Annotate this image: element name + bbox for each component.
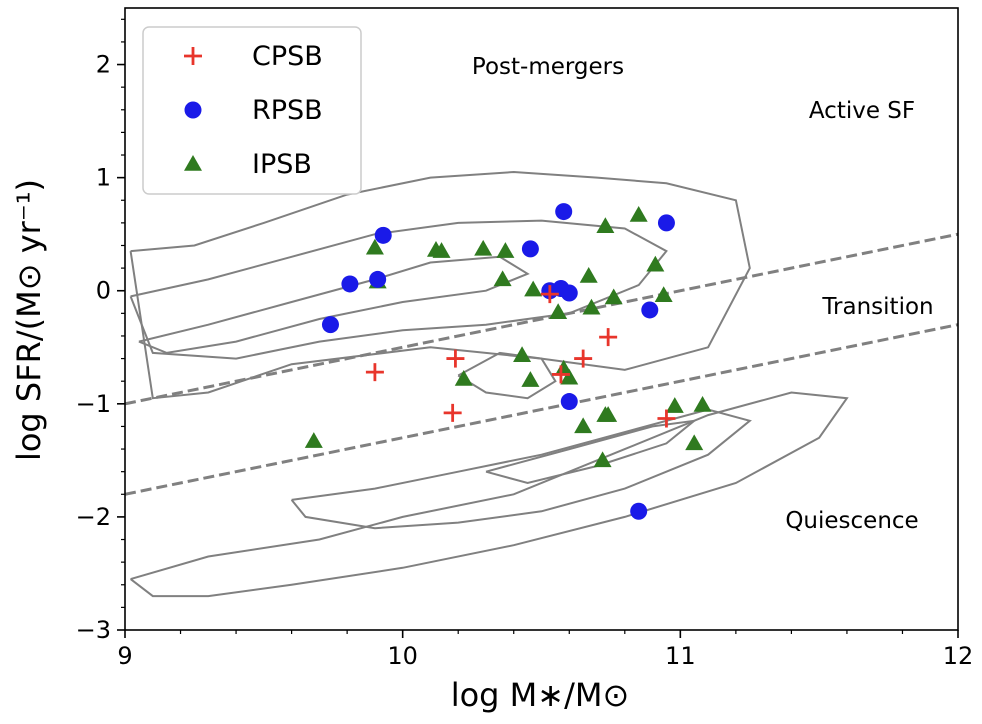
rpsb-point-11 bbox=[630, 502, 648, 520]
cpsb-point-6 bbox=[574, 349, 593, 368]
annotation-quiescence: Quiescence bbox=[785, 508, 918, 534]
ipsb-point-21 bbox=[596, 217, 615, 234]
ipsb-point-25 bbox=[646, 255, 665, 272]
ipsb-point-18 bbox=[582, 298, 601, 315]
ipsb-point-17 bbox=[579, 267, 598, 283]
cpsb-point-8 bbox=[657, 409, 676, 428]
contour-layer bbox=[129, 170, 849, 598]
ipsb-point-10 bbox=[513, 346, 532, 362]
ipsb-point-26 bbox=[654, 286, 673, 303]
ipsb-point-15 bbox=[560, 368, 579, 385]
rpsb-point-8 bbox=[555, 203, 573, 221]
contour-line-2 bbox=[129, 219, 668, 360]
ipsb-point-11 bbox=[521, 371, 540, 387]
cpsb-point-7 bbox=[599, 328, 618, 347]
cpsb-point-1 bbox=[365, 363, 384, 382]
legend-label-cpsb: CPSB bbox=[252, 41, 323, 72]
rpsb-point-2 bbox=[341, 275, 359, 293]
x-tick-label-10: 10 bbox=[387, 642, 418, 670]
annotation-active-sf: Active SF bbox=[809, 98, 915, 124]
contour-line-6 bbox=[485, 419, 698, 485]
legend-label-rpsb: RPSB bbox=[252, 95, 323, 126]
legend-marker-rpsb bbox=[184, 101, 202, 119]
y-axis-label: log SFR/(M⊙ yr⁻¹) bbox=[10, 179, 48, 461]
reference-lines bbox=[124, 232, 959, 496]
x-axis-label: log M∗/M⊙ bbox=[451, 676, 630, 714]
ipsb-point-1 bbox=[304, 432, 323, 448]
rpsb-point-1 bbox=[321, 316, 339, 334]
chart-title: Post-mergers bbox=[472, 54, 624, 80]
legend-markers bbox=[184, 47, 202, 171]
ipsb-point-2 bbox=[365, 238, 384, 255]
x-tick-label-12: 12 bbox=[943, 642, 974, 670]
ipsb-point-23 bbox=[604, 288, 623, 305]
ipsb-point-27 bbox=[665, 397, 684, 413]
dashed-boundary-line-2 bbox=[124, 323, 959, 496]
ipsb-point-28 bbox=[685, 434, 704, 451]
rpsb-point-13 bbox=[657, 214, 675, 232]
y-tick-label-0: −3 bbox=[76, 616, 111, 644]
contour-line-3 bbox=[138, 255, 530, 354]
cpsb-point-3 bbox=[446, 349, 465, 368]
contour-line-1 bbox=[129, 170, 751, 400]
rpsb-point-12 bbox=[641, 301, 659, 319]
legend-box bbox=[142, 26, 362, 195]
legend-marker-ipsb bbox=[184, 155, 202, 171]
ipsb-point-19 bbox=[593, 451, 612, 468]
dashed-boundary-line-1 bbox=[124, 232, 959, 406]
ipsb-point-24 bbox=[629, 205, 648, 222]
contour-line-7 bbox=[457, 351, 557, 400]
y-tick-label-2: −1 bbox=[76, 390, 111, 418]
ipsb-point-6 bbox=[454, 369, 473, 386]
contour-line-5 bbox=[290, 408, 752, 530]
rpsb-point-10 bbox=[560, 393, 578, 411]
ipsb-point-5 bbox=[432, 242, 451, 258]
y-tick-label-4: 1 bbox=[96, 164, 111, 192]
ipsb-point-29 bbox=[693, 395, 712, 412]
legend: CPSB RPSB IPSB bbox=[142, 26, 362, 195]
contour-line-4 bbox=[129, 391, 849, 598]
rpsb-point-3 bbox=[369, 270, 387, 288]
y-tick-label-1: −2 bbox=[76, 503, 111, 531]
rpsb-point-5 bbox=[521, 240, 539, 258]
ipsb-point-13 bbox=[549, 303, 568, 319]
ipsb-point-22 bbox=[599, 406, 618, 422]
x-tick-label-11: 11 bbox=[665, 642, 696, 670]
cpsb-point-5 bbox=[551, 365, 570, 384]
ipsb-point-9 bbox=[496, 242, 515, 258]
cpsb-point-2 bbox=[443, 403, 462, 422]
data-markers bbox=[304, 203, 712, 520]
legend-marker-cpsb bbox=[184, 47, 202, 65]
plot-frame bbox=[124, 7, 959, 631]
x-tick-label-9: 9 bbox=[117, 642, 132, 670]
legend-label-ipsb: IPSB bbox=[252, 149, 312, 180]
ipsb-point-16 bbox=[574, 417, 593, 434]
y-tick-label-3: 0 bbox=[96, 277, 111, 305]
ipsb-point-7 bbox=[474, 239, 493, 256]
annotation-transition: Transition bbox=[821, 294, 933, 320]
y-tick-label-5: 2 bbox=[96, 51, 111, 79]
ipsb-point-8 bbox=[493, 270, 512, 287]
ipsb-point-12 bbox=[524, 280, 543, 297]
rpsb-point-4 bbox=[374, 226, 392, 244]
cpsb-point-4 bbox=[540, 285, 559, 304]
rpsb-point-9 bbox=[560, 284, 578, 302]
